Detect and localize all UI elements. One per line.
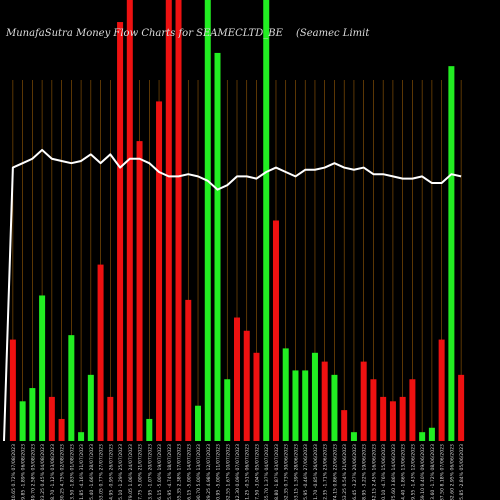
flow-bar	[448, 66, 454, 441]
x-tick-label: 1324.40 -1.86% 13/06/2023	[401, 444, 407, 500]
flow-bar	[351, 432, 357, 441]
x-tick-label: 1001.85 -4.16% 31/07/2023	[79, 444, 85, 500]
x-tick-label: 1282.60 2.95% 06/06/2023	[449, 444, 455, 500]
x-tick-label: 1023.25 0.45% 04/08/2023	[40, 444, 46, 500]
x-tick-label: 1256.45 -3.27% 20/06/2023	[352, 444, 358, 500]
x-tick-label: 1235.95 -0.46% 27/06/2023	[303, 444, 309, 500]
flow-bar	[59, 419, 65, 441]
x-tick-label: 1387.50 8.18% 07/06/2023	[440, 444, 446, 500]
flow-bar	[312, 353, 318, 441]
x-tick-label: 1232.55 1.67% 10/07/2023	[225, 444, 231, 500]
x-tick-label: 1238.80 -1.87% 03/07/2023	[274, 444, 280, 500]
flow-bar	[29, 388, 35, 441]
x-tick-label: 1262.35 0.73% 30/06/2023	[284, 444, 290, 500]
x-tick-label: 1363.60 -1.72% 08/06/2023	[430, 444, 436, 500]
flow-bar	[137, 141, 143, 441]
flow-bar	[361, 362, 367, 441]
flow-bar	[283, 348, 289, 441]
flow-bar	[244, 331, 250, 441]
x-tick-label: 1045.40 -1.66% 28/07/2023	[89, 444, 95, 500]
flow-bar	[195, 406, 201, 441]
flow-bar	[390, 401, 396, 441]
x-tick-label: 1253.15 1.39% 28/06/2023	[293, 444, 299, 500]
flow-bar	[10, 340, 16, 441]
x-tick-label: 1375.60 3.86% 14/06/2023	[391, 444, 397, 500]
flow-bar	[322, 362, 328, 441]
x-tick-label: 1030.25 4.75% 02/08/2023	[60, 444, 66, 500]
flow-bar	[185, 300, 191, 441]
x-tick-label: 1255.70 1.37% 04/07/2023	[264, 444, 270, 500]
flow-bar	[98, 265, 104, 441]
x-tick-label: 1342.15 2.45% 16/06/2023	[371, 444, 377, 500]
flow-bar	[263, 0, 269, 441]
x-tick-label: 1263.25 0.54% 21/06/2023	[342, 444, 348, 500]
flow-bar	[419, 432, 425, 441]
flow-bar	[117, 22, 123, 441]
flow-bar	[302, 370, 308, 441]
x-tick-label: 1136.15 -5.00% 19/07/2023	[157, 444, 163, 500]
flow-bar	[156, 101, 162, 441]
x-tick-label: 1170.95 -5.00% 11/07/2023	[216, 444, 222, 500]
flow-bar	[176, 0, 182, 441]
flow-bar	[49, 397, 55, 441]
flow-bar	[370, 379, 376, 441]
x-tick-label: 1211.25 -0.51% 06/07/2023	[245, 444, 251, 500]
x-tick-label: 1349.55 -1.43% 12/06/2023	[410, 444, 416, 500]
x-tick-label: 1065.10 -1.29% 25/07/2023	[118, 444, 124, 500]
x-tick-label: 1290.70 5.00% 13/07/2023	[196, 444, 202, 500]
flow-bar	[341, 410, 347, 441]
x-tick-label: 1123.95 -1.07% 20/07/2023	[147, 444, 153, 500]
flow-bar	[205, 0, 211, 441]
flow-bar	[215, 53, 221, 441]
x-tick-label: 1255.35 2.38% 17/07/2023	[177, 444, 183, 500]
x-tick-label: 1063.05 0.77% 27/07/2023	[99, 444, 105, 500]
flow-bar	[127, 0, 133, 441]
flow-bar	[439, 340, 445, 441]
flow-bar	[380, 397, 386, 441]
flow-bar	[20, 401, 26, 441]
x-tick-label: 1040.65 0.72% 07/08/2023	[11, 444, 17, 500]
flow-bar	[39, 295, 45, 441]
flow-bar	[166, 0, 172, 441]
x-tick-label: 1369.10 0.40% 09/06/2023	[420, 444, 426, 500]
x-tick-label: 1310.10 -4.76% 15/06/2023	[381, 444, 387, 500]
flow-bar	[429, 428, 435, 441]
x-tick-label: 1195.95 -4.74% 18/07/2023	[167, 444, 173, 500]
x-tick-label: 1298.95 -3.22% 19/06/2023	[362, 444, 368, 500]
x-tick-label: 1245.85 -2.84% 05/06/2023	[459, 444, 465, 500]
flow-bar	[88, 375, 94, 441]
flow-bar	[78, 432, 84, 441]
x-tick-label: 1029.85 -1.89% 06/08/2023	[21, 444, 27, 500]
x-tick-label: 1079.05 1.06% 24/07/2023	[128, 444, 134, 500]
tick-layer: 1040.65 0.72% 07/08/2023 1029.85 -1.89% 0…	[11, 444, 465, 500]
flow-bar	[292, 370, 298, 441]
x-tick-label: 1049.70 2.58% 05/08/2023	[30, 444, 36, 500]
flow-bar	[146, 419, 152, 441]
x-tick-label: 1067.75 -5.00% 21/07/2023	[138, 444, 144, 500]
x-tick-label: 1252.35 -1.71% 23/06/2023	[323, 444, 329, 500]
x-tick-label: 1226.15 -5.00% 14/07/2023	[186, 444, 192, 500]
x-tick-label: 983.50 -1.83% 01/08/2023	[69, 444, 75, 500]
x-tick-label: 1217.50 -3.04% 05/07/2023	[254, 444, 260, 500]
chart-title: MunafaSutra Money Flow Charts for SEAMEC…	[5, 28, 284, 39]
flow-bar	[253, 353, 259, 441]
x-tick-label: 1054.95 -0.95% 26/07/2023	[108, 444, 114, 500]
flow-bar	[458, 375, 464, 441]
flow-bar	[331, 375, 337, 441]
x-tick-label: 1229.25 4.98% 12/07/2023	[206, 444, 212, 500]
x-tick-label: 1241.70 -0.85% 26/06/2023	[313, 444, 319, 500]
flow-bar	[107, 397, 113, 441]
x-tick-label: 1212.30 0.09% 07/07/2023	[235, 444, 241, 500]
flow-bar	[273, 221, 279, 442]
x-tick-label: 1274.15 0.86% 22/06/2023	[332, 444, 338, 500]
flow-bar	[224, 379, 230, 441]
flow-bar	[68, 335, 74, 441]
flow-bar	[234, 318, 240, 441]
flow-bar	[400, 397, 406, 441]
chart-title-right: (Seamec Limit	[296, 28, 370, 39]
flow-bar	[409, 379, 415, 441]
x-tick-label: 1018.70 -1.12% 03/08/2023	[50, 444, 56, 500]
